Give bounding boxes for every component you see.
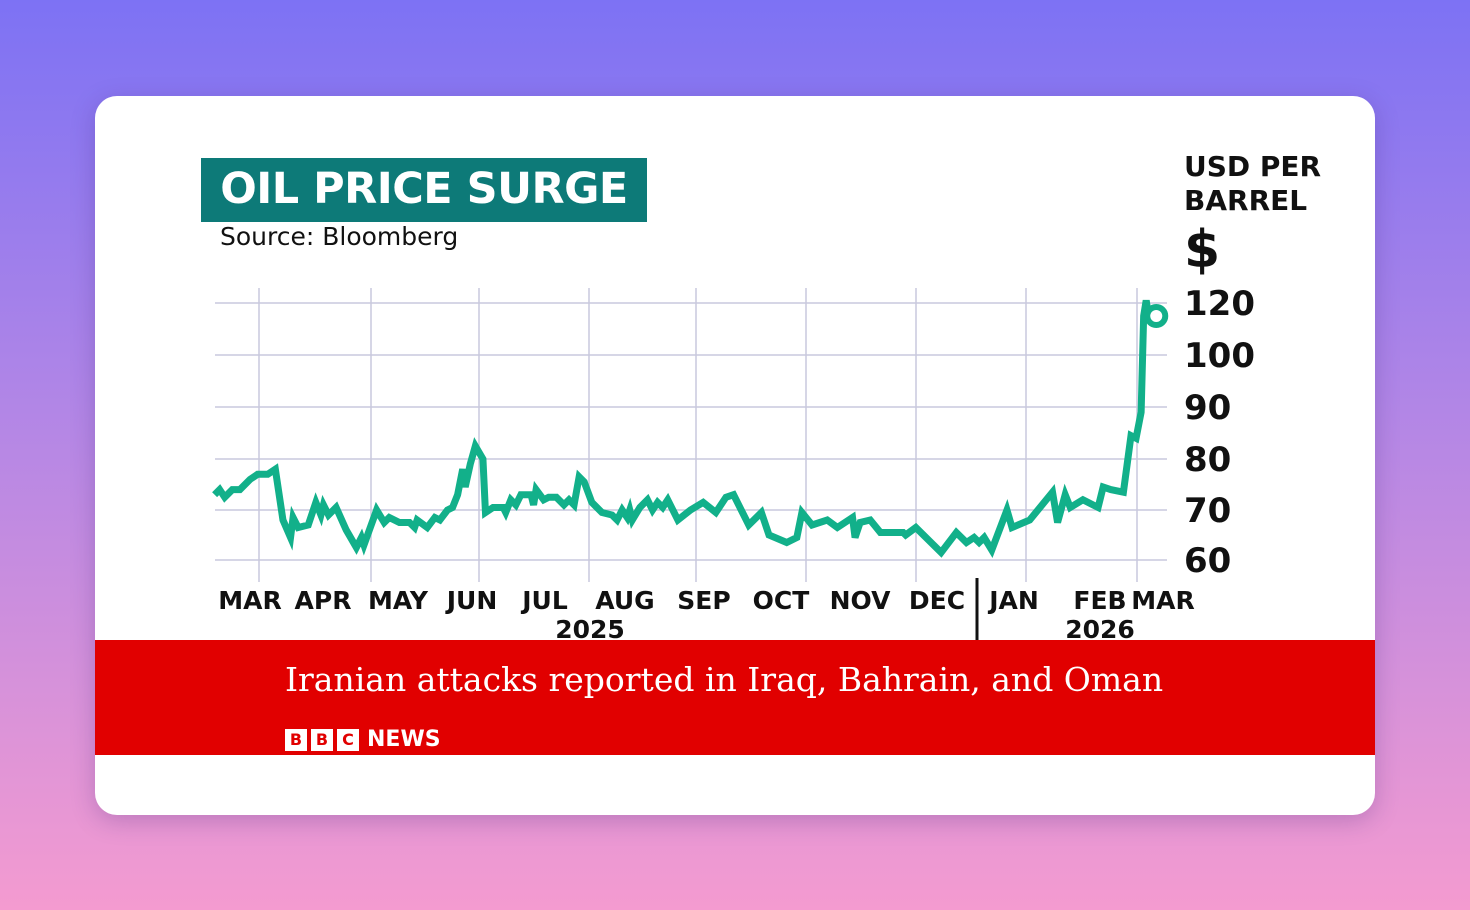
x-tick-label: NOV [830,586,892,615]
x-tick-label: APR [295,586,352,615]
y-axis-unit-label: USD PER BARREL [1184,150,1322,217]
x-tick-label: FEB [1073,586,1126,615]
y-tick-label: 70 [1184,491,1231,531]
chart-source: Source: Bloomberg [220,222,459,251]
logo-block: B [311,728,333,751]
x-tick-label: OCT [753,586,810,615]
x-tick-label: DEC [909,586,965,615]
logo-block: C [337,728,359,751]
logo-word: NEWS [367,727,441,752]
x-tick-label: AUG [595,586,654,615]
chart-title: OIL PRICE SURGE [220,164,628,214]
bbc-news-logo: B B C NEWS [285,727,441,752]
x-tick-label: MAY [368,586,429,615]
x-tick-label: JUL [520,586,568,615]
chart-card: OIL PRICE SURGE Source: Bloomberg USD PE… [95,96,1375,815]
x-tick-label: MAR [1131,586,1194,615]
y-tick-label: 100 [1184,336,1255,376]
end-point-marker [1144,304,1169,328]
x-tick-label: JAN [987,586,1039,615]
x-tick-label: MAR [218,586,281,615]
price-line [212,299,1153,558]
y-tick-label: 60 [1184,541,1231,581]
y-tick-label: 80 [1184,440,1231,480]
y-tick-label: 120 [1184,284,1255,324]
headline: Iranian attacks reported in Iraq, Bahrai… [285,660,1164,699]
x-year-label: 2026 [1065,615,1135,644]
x-year-label: 2025 [555,615,625,644]
x-tick-label: JUN [445,586,498,615]
dollar-symbol: $ [1184,220,1221,280]
x-tick-label: SEP [677,586,730,615]
y-tick-label: 90 [1184,388,1231,428]
news-banner: Iranian attacks reported in Iraq, Bahrai… [95,640,1375,755]
chart-title-box: OIL PRICE SURGE [201,158,647,222]
logo-block: B [285,728,307,751]
oil-price-chart: 60 70 80 90 100 120 MAR APR MAY JUN JUL AUG SEP OCT NO… [212,284,1255,644]
